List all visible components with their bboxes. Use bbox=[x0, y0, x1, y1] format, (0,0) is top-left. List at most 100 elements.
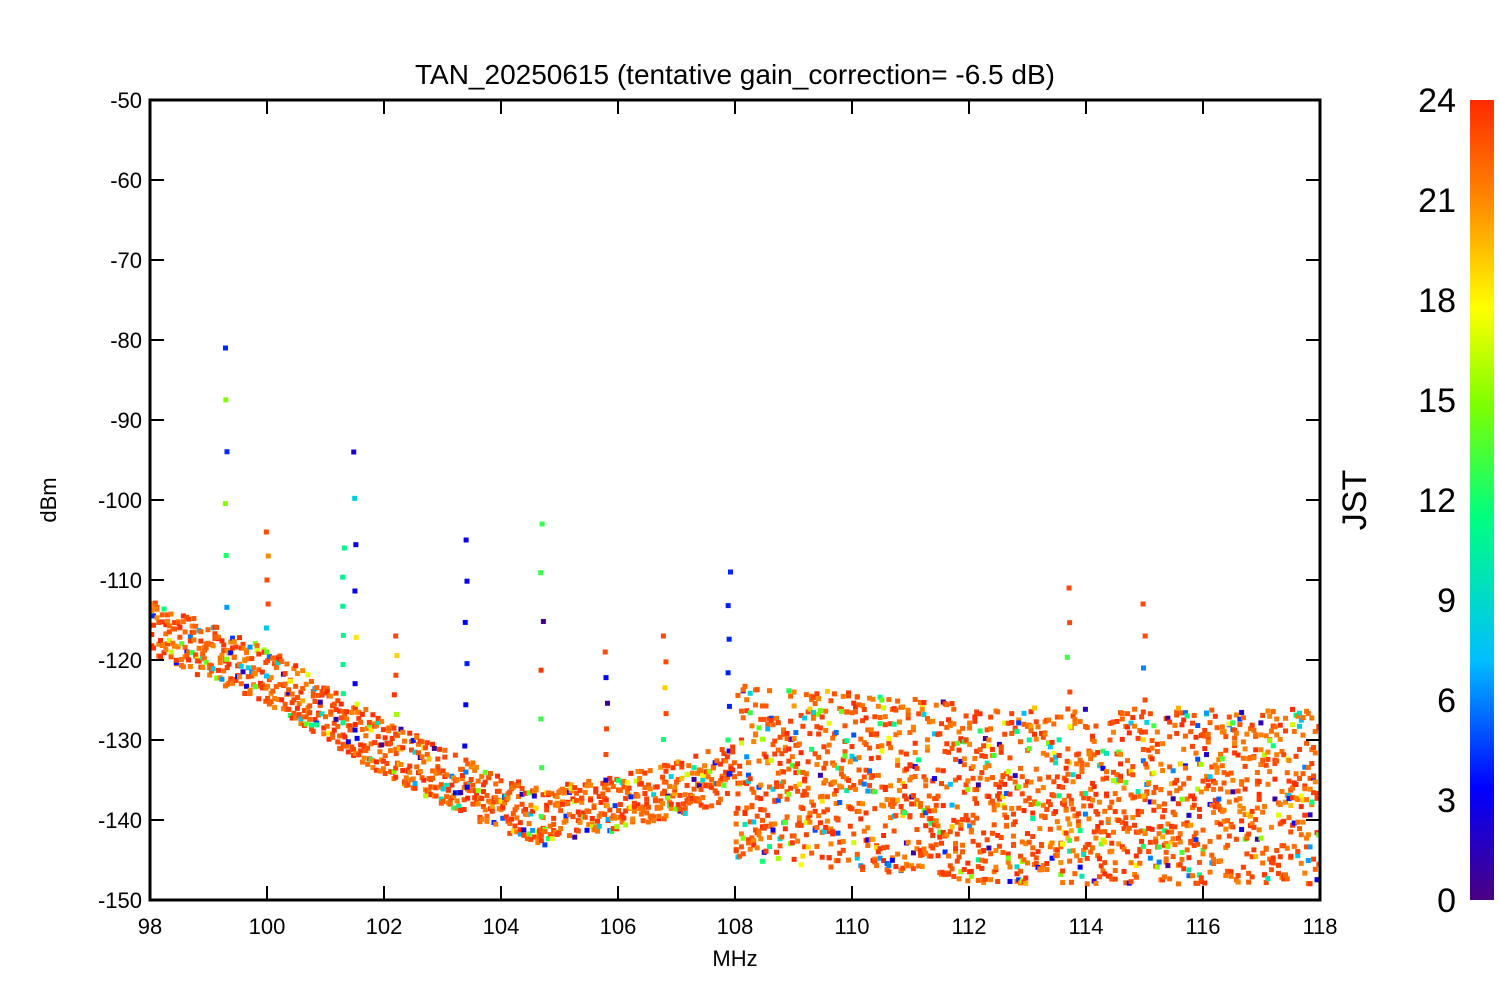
data-point bbox=[982, 858, 988, 864]
data-point bbox=[1291, 843, 1297, 849]
data-point bbox=[359, 759, 365, 765]
data-point bbox=[854, 694, 860, 700]
data-point bbox=[1265, 749, 1271, 755]
data-point bbox=[393, 633, 399, 639]
data-point bbox=[700, 795, 706, 801]
data-point bbox=[300, 698, 306, 704]
data-point bbox=[579, 799, 585, 805]
data-point bbox=[1019, 839, 1025, 845]
data-point bbox=[856, 767, 862, 773]
data-point bbox=[875, 849, 881, 855]
data-point bbox=[1188, 822, 1194, 828]
data-point bbox=[1009, 720, 1015, 726]
data-point bbox=[1068, 879, 1074, 885]
data-point bbox=[1172, 812, 1178, 818]
data-point bbox=[1149, 756, 1155, 762]
data-point bbox=[279, 697, 285, 703]
data-point bbox=[849, 710, 855, 716]
data-point bbox=[796, 741, 802, 747]
data-point bbox=[551, 821, 557, 827]
data-point bbox=[438, 782, 444, 788]
data-point bbox=[1000, 849, 1006, 855]
data-point bbox=[512, 823, 518, 829]
data-point bbox=[265, 695, 271, 701]
data-point bbox=[672, 784, 678, 790]
data-point bbox=[1118, 751, 1124, 757]
data-point bbox=[1225, 868, 1231, 874]
data-point bbox=[259, 682, 265, 688]
data-point bbox=[714, 790, 720, 796]
data-point bbox=[902, 810, 908, 816]
data-point bbox=[212, 631, 218, 637]
data-point bbox=[352, 721, 358, 727]
data-point bbox=[1063, 830, 1069, 836]
data-point bbox=[214, 675, 220, 681]
data-point bbox=[549, 791, 555, 797]
data-point bbox=[1175, 801, 1181, 807]
data-point bbox=[1049, 855, 1055, 861]
data-point bbox=[172, 643, 178, 649]
data-point bbox=[1033, 766, 1039, 772]
data-point bbox=[1142, 697, 1148, 703]
data-point bbox=[747, 776, 753, 782]
data-point bbox=[1302, 783, 1308, 789]
data-point bbox=[1291, 820, 1297, 826]
data-point bbox=[1246, 879, 1252, 885]
data-point bbox=[700, 773, 706, 779]
data-point bbox=[1174, 712, 1180, 718]
data-point bbox=[517, 827, 523, 833]
data-point bbox=[995, 832, 1001, 838]
data-point bbox=[991, 807, 997, 813]
data-point bbox=[233, 677, 239, 683]
data-point bbox=[524, 834, 530, 840]
data-point bbox=[758, 807, 764, 813]
data-point bbox=[719, 747, 725, 753]
data-point bbox=[1209, 707, 1215, 713]
data-point bbox=[940, 829, 946, 835]
data-point bbox=[919, 707, 925, 713]
data-point bbox=[328, 711, 334, 717]
data-point bbox=[853, 756, 859, 762]
data-point bbox=[858, 816, 864, 822]
data-point bbox=[354, 735, 360, 741]
data-point bbox=[1218, 751, 1224, 757]
data-point bbox=[917, 804, 923, 810]
data-point bbox=[1112, 791, 1118, 797]
data-point bbox=[1182, 710, 1188, 716]
plot-frame bbox=[148, 98, 1322, 902]
data-point bbox=[1196, 872, 1202, 878]
data-point bbox=[831, 779, 837, 785]
data-point bbox=[1067, 821, 1073, 827]
data-point bbox=[1051, 793, 1057, 799]
data-point bbox=[1119, 736, 1125, 742]
x-tick-label: 118 bbox=[1302, 914, 1337, 939]
data-point bbox=[1284, 876, 1290, 882]
data-point bbox=[607, 807, 613, 813]
data-point bbox=[665, 763, 671, 769]
data-point bbox=[662, 685, 668, 691]
data-point bbox=[573, 790, 579, 796]
data-point bbox=[1017, 765, 1023, 771]
data-point bbox=[996, 741, 1002, 747]
data-point bbox=[1095, 811, 1101, 817]
data-point bbox=[1230, 720, 1236, 726]
data-point bbox=[1112, 867, 1118, 873]
data-point bbox=[802, 844, 808, 850]
data-point bbox=[896, 787, 902, 793]
data-point bbox=[326, 730, 332, 736]
data-point bbox=[602, 785, 608, 791]
data-point bbox=[428, 792, 434, 798]
data-point bbox=[1253, 732, 1259, 738]
data-point bbox=[1105, 816, 1111, 822]
data-point bbox=[970, 775, 976, 781]
data-point bbox=[770, 722, 776, 728]
data-point bbox=[805, 815, 811, 821]
data-point bbox=[1151, 807, 1157, 813]
data-point bbox=[965, 878, 971, 884]
data-point bbox=[1137, 848, 1143, 854]
data-point bbox=[398, 762, 404, 768]
data-point bbox=[1121, 809, 1127, 815]
data-point bbox=[789, 754, 795, 760]
data-point bbox=[1247, 813, 1253, 819]
data-point bbox=[645, 782, 651, 788]
